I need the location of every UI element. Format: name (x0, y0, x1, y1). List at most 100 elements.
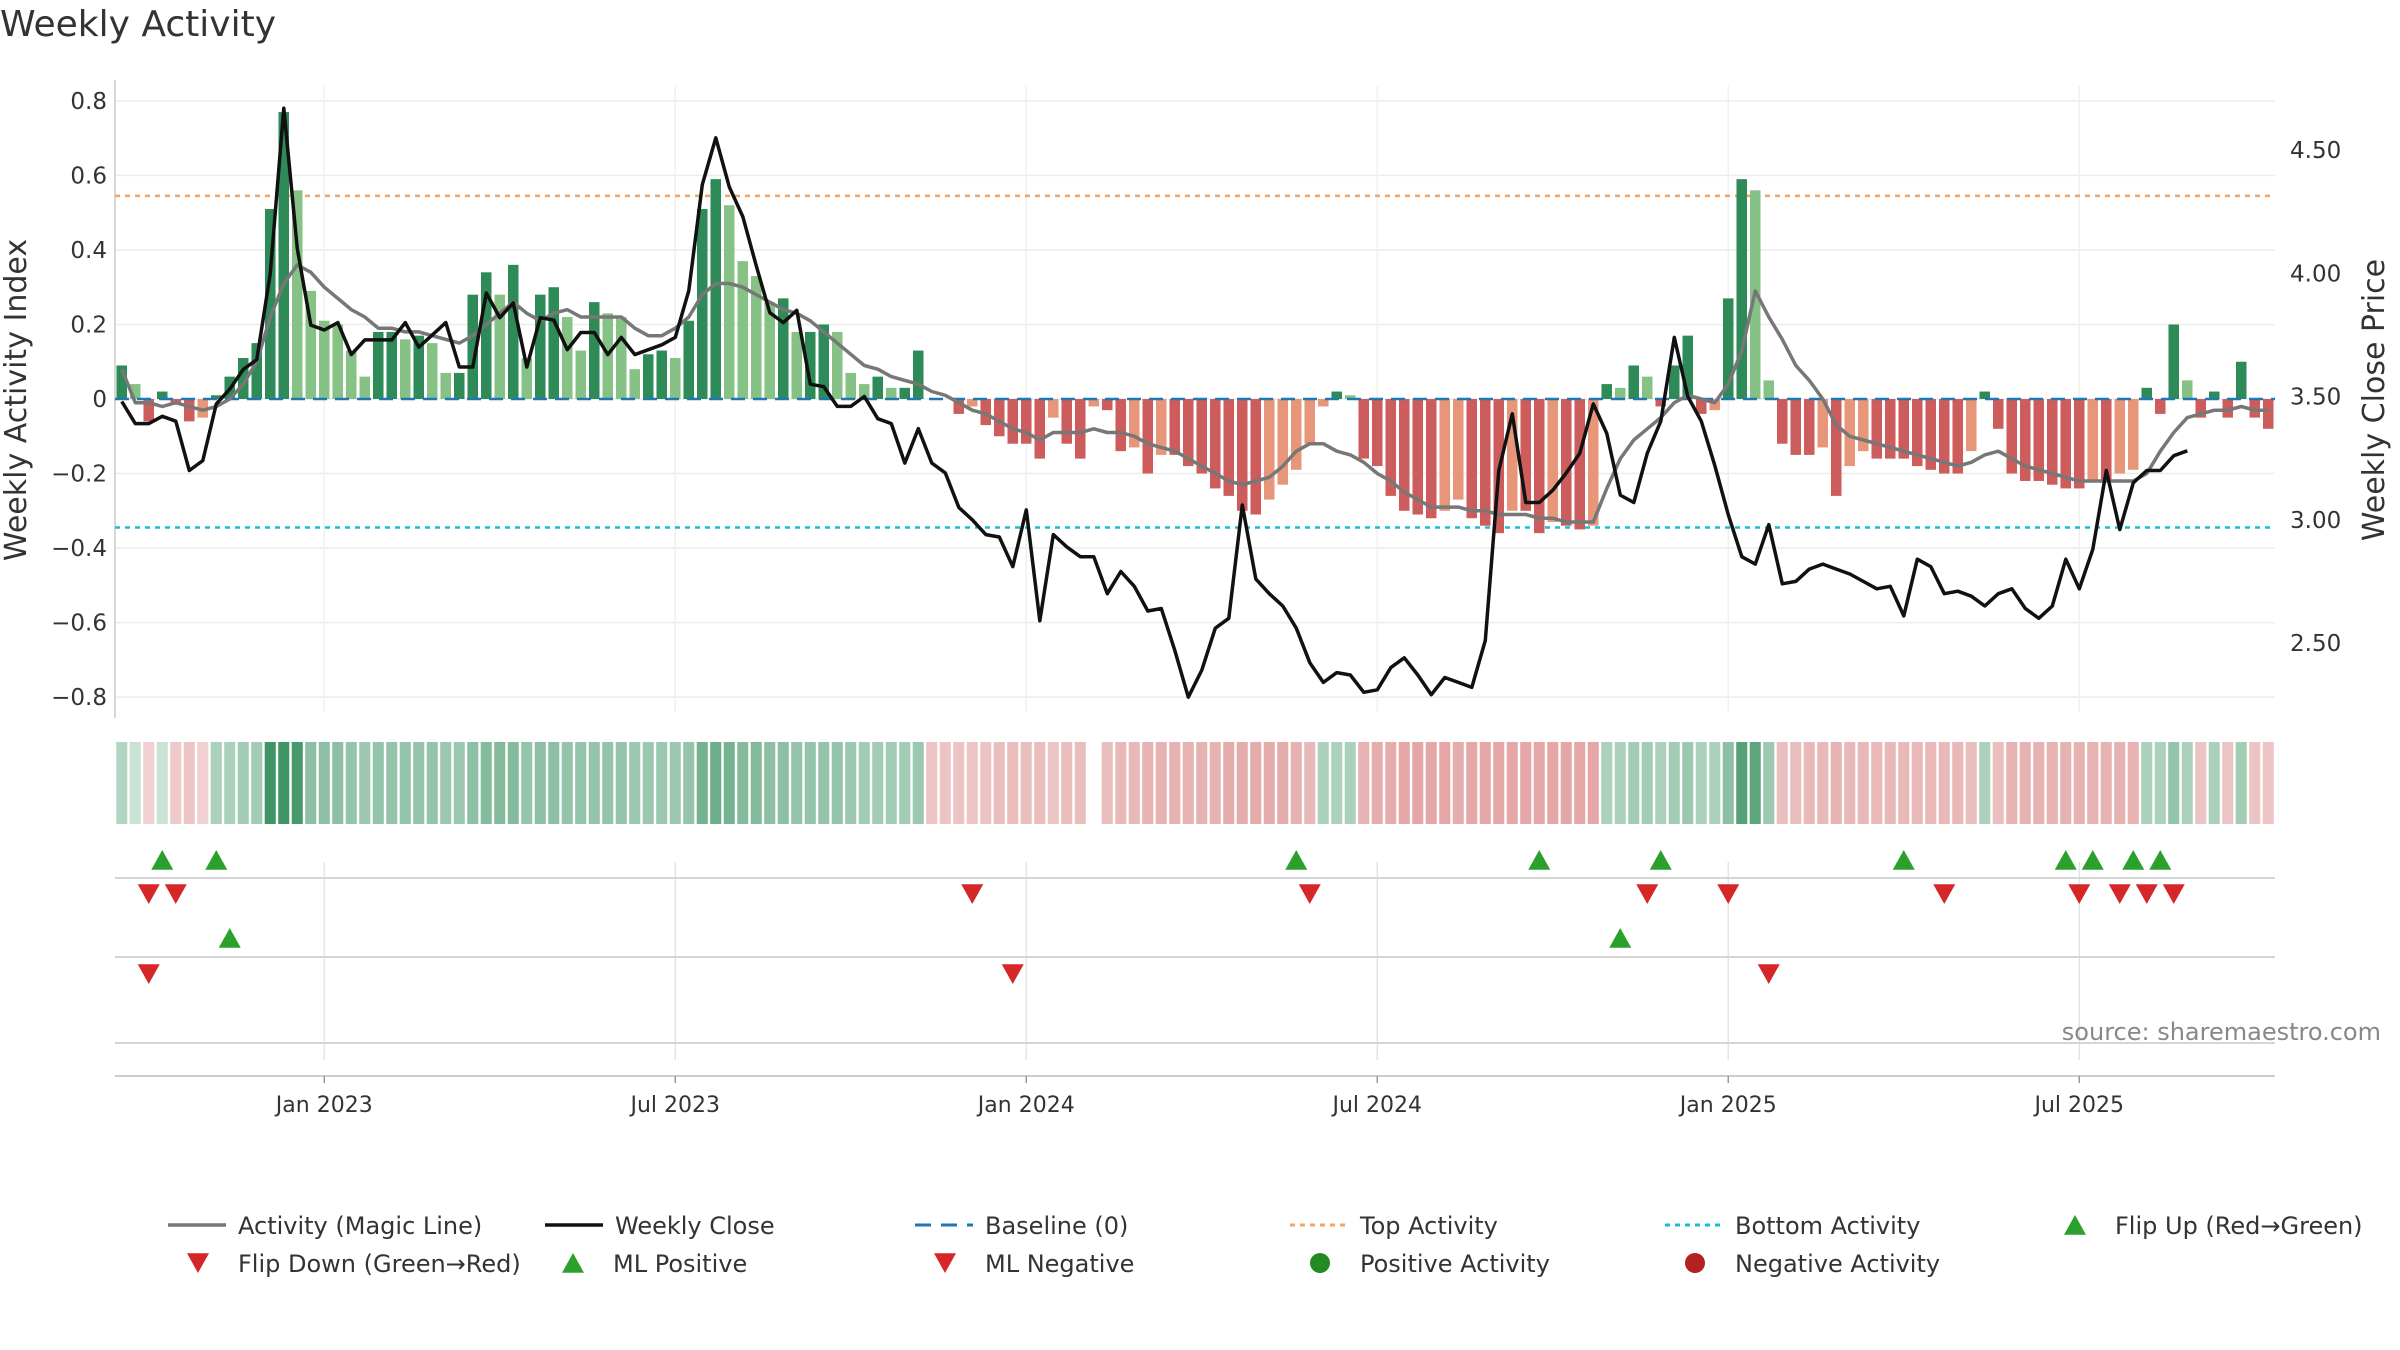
activity-bar (413, 335, 425, 399)
heat-strip-cell (575, 742, 587, 824)
y2-axis-title: Weekly Close Price (2357, 259, 2392, 541)
x-tick-label: Jan 2023 (274, 1093, 373, 1118)
activity-bar (1601, 384, 1613, 399)
activity-bar (1061, 399, 1073, 444)
activity-bar (1830, 399, 1842, 496)
y2-tick-label: 4.50 (2290, 138, 2341, 164)
activity-bar (1047, 399, 1059, 418)
activity-bar (2033, 399, 2045, 481)
heat-strip-cell (1277, 742, 1289, 824)
legend-label: Flip Up (Red→Green) (2115, 1212, 2363, 1240)
heat-strip-cell (1871, 742, 1883, 824)
activity-bar (831, 331, 843, 399)
heat-strip-cell (2019, 742, 2031, 824)
heat-strip-cell (1169, 742, 1181, 824)
heat-strip-cell (1479, 742, 1491, 824)
flip-up-marker (2054, 850, 2077, 870)
heat-strip-cell (1209, 742, 1221, 824)
activity-bar (453, 372, 465, 399)
x-tick-label: Jan 2025 (1678, 1093, 1777, 1118)
legend-label: Activity (Magic Line) (238, 1212, 482, 1240)
legend-label: ML Positive (613, 1250, 747, 1278)
heat-strip-cell (1547, 742, 1559, 824)
heat-strip-cell (656, 742, 668, 824)
heat-strip-cell (696, 742, 708, 824)
activity-bar (116, 365, 128, 399)
activity-bar (1034, 399, 1046, 459)
heat-strip-cell (1992, 742, 2004, 824)
heat-strip-cell (980, 742, 992, 824)
heat-strip-cell (1263, 742, 1275, 824)
y2-tick-label: 4.00 (2290, 261, 2341, 287)
activity-bar (2019, 399, 2031, 481)
heat-strip-cell (494, 742, 506, 824)
activity-bar (480, 272, 492, 399)
activity-bar (953, 399, 965, 414)
heat-strip-cell (170, 742, 182, 824)
flip-down-marker (1298, 884, 1321, 904)
heat-strip-cell (804, 742, 816, 824)
ml-negative-marker (1757, 964, 1780, 984)
activity-bar (1128, 399, 1140, 448)
activity-bar (386, 331, 398, 399)
activity-bar (2222, 399, 2234, 418)
activity-bar (696, 208, 708, 399)
activity-bar (1641, 376, 1653, 399)
heat-strip-cell (2100, 742, 2112, 824)
x-tick-label: Jul 2023 (628, 1093, 720, 1118)
heat-strip-cell (264, 742, 276, 824)
legend-item-flipdown: Flip Down (Green→Red) (238, 1250, 521, 1278)
heat-strip-cell (1857, 742, 1869, 824)
activity-bar (1209, 399, 1221, 489)
legend-swatch (1685, 1253, 1705, 1273)
activity-bar (305, 290, 317, 399)
legend-label: Flip Down (Green→Red) (238, 1250, 521, 1278)
activity-bar (1263, 399, 1275, 500)
legend-label: Bottom Activity (1735, 1212, 1920, 1240)
heat-strip-cell (966, 742, 978, 824)
activity-bar (629, 369, 641, 399)
y-tick-label: 0.8 (70, 89, 107, 115)
heat-strip-cell (1250, 742, 1262, 824)
heat-strip-cell (1884, 742, 1896, 824)
heat-strip-cell (602, 742, 614, 824)
heat-strip-cell (399, 742, 411, 824)
activity-bar (804, 331, 816, 399)
heat-strip-cell (642, 742, 654, 824)
activity-bar (548, 287, 560, 399)
heat-strip-cell (1817, 742, 1829, 824)
y-tick-label: 0.6 (70, 163, 107, 189)
activity-bar (372, 331, 384, 399)
heat-strip-cell (1614, 742, 1626, 824)
activity-bar (1155, 399, 1167, 455)
activity-bar (1304, 399, 1316, 444)
activity-bar (278, 112, 290, 399)
heat-strip-cell (2060, 742, 2072, 824)
activity-bar (1898, 399, 1910, 459)
activity-bar (1466, 399, 1478, 519)
heat-strip-cell (1736, 742, 1748, 824)
activity-bar (521, 358, 533, 399)
heat-strip-cell (224, 742, 236, 824)
heat-strip-cell (872, 742, 884, 824)
activity-bar (791, 331, 803, 399)
heat-strip-cell (669, 742, 681, 824)
heat-strip-cell (764, 742, 776, 824)
heat-strip-cell (777, 742, 789, 824)
heat-strip-cell (480, 742, 492, 824)
heat-strip-cell (953, 742, 965, 824)
activity-bar (642, 354, 654, 399)
heat-strip-cell (1047, 742, 1059, 824)
activity-bar (2127, 399, 2139, 470)
heat-strip-cell (1763, 742, 1775, 824)
heat-strip-cell (1776, 742, 1788, 824)
heat-strip-cell (2168, 742, 2180, 824)
heat-strip-cell (831, 742, 843, 824)
activity-bar (494, 294, 506, 399)
legend-item-mlneg: ML Negative (985, 1250, 1134, 1278)
heat-strip-cell (791, 742, 803, 824)
source-label: source: sharemaestro.com (2062, 1018, 2381, 1046)
activity-bar (1695, 399, 1707, 414)
heat-strip-cell (2181, 742, 2193, 824)
activity-bar (1790, 399, 1802, 455)
